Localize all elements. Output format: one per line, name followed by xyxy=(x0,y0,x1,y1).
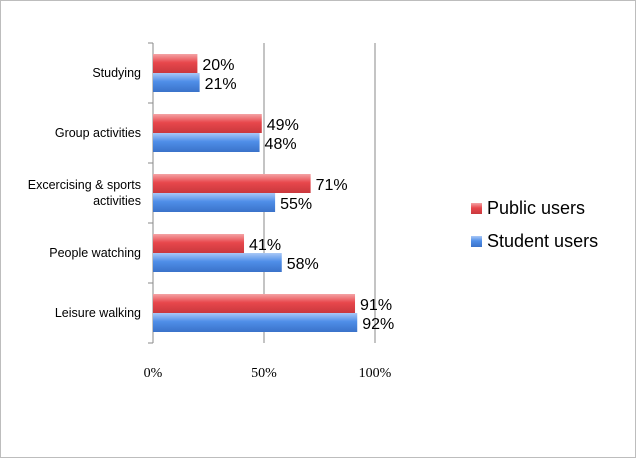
data-label: 71% xyxy=(316,177,348,194)
data-label: 58% xyxy=(287,256,319,273)
bar xyxy=(153,73,200,92)
bar xyxy=(153,174,311,193)
category-labels: Studying Group activities Excercising & sp… xyxy=(28,66,141,320)
bar xyxy=(153,114,262,133)
x-tick-labels: 0% 50% 100% xyxy=(144,366,392,381)
bar xyxy=(153,193,276,212)
category-label: Leisure walking xyxy=(55,306,141,320)
bar xyxy=(153,294,356,313)
category-label: activities xyxy=(93,194,141,208)
x-tick-label: 100% xyxy=(359,366,392,381)
data-label: 91% xyxy=(360,297,392,314)
data-label: 92% xyxy=(362,316,394,333)
x-tick-label: 50% xyxy=(251,366,277,381)
bar xyxy=(153,234,245,253)
legend-label: Student users xyxy=(487,231,598,251)
category-label: Group activities xyxy=(55,126,141,140)
legend-swatch xyxy=(471,236,482,247)
legend: Public users Student users xyxy=(471,198,598,251)
data-label: 55% xyxy=(280,196,312,213)
data-label: 21% xyxy=(205,76,237,93)
data-labels: 20% 21% 49% 48% 71%55% 41% 58% 91% 92% xyxy=(202,57,394,333)
legend-label: Public users xyxy=(487,198,585,218)
data-label: 49% xyxy=(267,117,299,134)
data-label: 20% xyxy=(202,57,234,74)
legend-swatch xyxy=(471,203,482,214)
x-tick-label: 0% xyxy=(144,366,163,381)
category-label: People watching xyxy=(49,246,141,260)
data-label: 48% xyxy=(265,136,297,153)
bar xyxy=(153,253,282,272)
bar xyxy=(153,133,260,152)
bar xyxy=(153,313,358,332)
category-label: Studying xyxy=(92,66,141,80)
y-axis xyxy=(148,42,154,344)
category-label: Excercising & sports xyxy=(28,178,141,192)
bar xyxy=(153,54,198,73)
data-label: 41% xyxy=(249,237,281,254)
bars xyxy=(153,54,358,332)
